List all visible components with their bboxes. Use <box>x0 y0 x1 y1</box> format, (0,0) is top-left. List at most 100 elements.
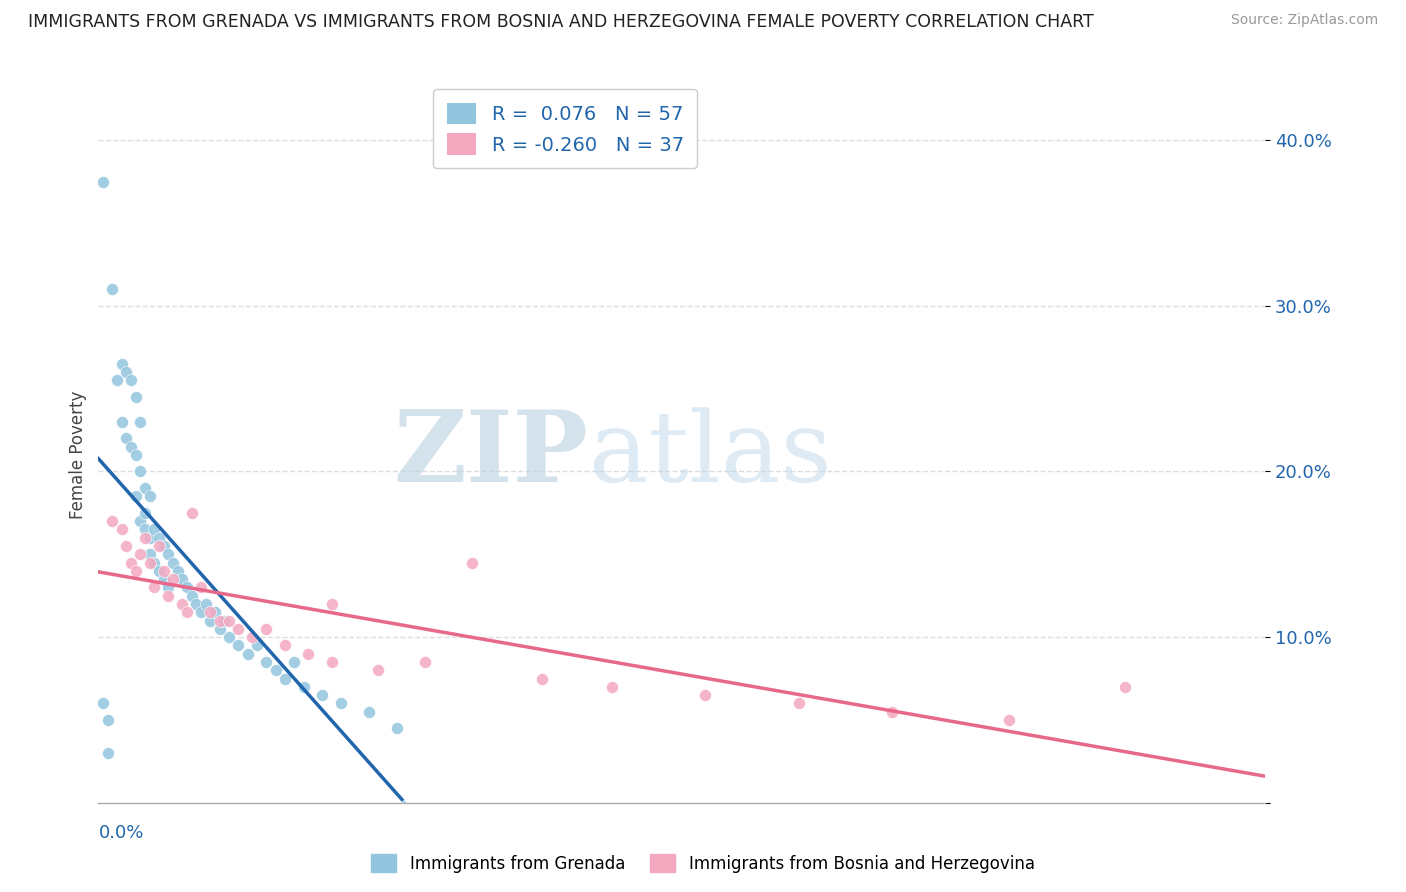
Point <box>129 465 152 479</box>
Point <box>218 614 240 628</box>
Point <box>166 564 188 578</box>
Point <box>204 605 226 619</box>
Point <box>208 622 231 636</box>
Point <box>359 705 381 719</box>
Point <box>139 547 162 561</box>
Point <box>214 614 236 628</box>
Point <box>180 506 202 520</box>
Point <box>139 531 162 545</box>
Point <box>115 365 138 379</box>
Point <box>186 597 208 611</box>
Point <box>385 721 408 735</box>
Point <box>134 481 156 495</box>
Point <box>129 547 152 561</box>
Point <box>157 581 180 595</box>
Point <box>880 705 903 719</box>
Point <box>330 697 353 711</box>
Point <box>461 556 484 570</box>
Point <box>367 663 389 677</box>
Point <box>283 655 305 669</box>
Point <box>200 605 222 619</box>
Point <box>111 415 134 429</box>
Point <box>91 175 114 189</box>
Point <box>139 556 162 570</box>
Point <box>695 688 717 702</box>
Point <box>97 746 120 760</box>
Point <box>321 655 343 669</box>
Point <box>152 572 174 586</box>
Point <box>134 531 156 545</box>
Point <box>190 581 212 595</box>
Point <box>91 697 114 711</box>
Point <box>190 605 212 619</box>
Point <box>115 431 138 445</box>
Point <box>101 282 124 296</box>
Point <box>297 647 319 661</box>
Text: atlas: atlas <box>589 407 831 503</box>
Point <box>413 655 436 669</box>
Point <box>200 614 222 628</box>
Point <box>218 630 240 644</box>
Point <box>236 647 259 661</box>
Point <box>157 589 180 603</box>
Point <box>180 589 202 603</box>
Legend: Immigrants from Grenada, Immigrants from Bosnia and Herzegovina: Immigrants from Grenada, Immigrants from… <box>364 847 1042 880</box>
Point <box>148 539 170 553</box>
Point <box>129 514 152 528</box>
Point <box>143 581 166 595</box>
Text: ZIP: ZIP <box>394 407 589 503</box>
Point <box>148 531 170 545</box>
Point <box>111 523 134 537</box>
Point <box>787 697 810 711</box>
Point <box>148 564 170 578</box>
Point <box>274 639 297 653</box>
Point <box>172 597 194 611</box>
Point <box>143 556 166 570</box>
Point <box>125 564 148 578</box>
Point <box>101 514 124 528</box>
Point <box>125 489 148 503</box>
Point <box>134 523 156 537</box>
Point <box>162 572 184 586</box>
Point <box>115 539 138 553</box>
Point <box>1114 680 1136 694</box>
Point <box>143 523 166 537</box>
Point <box>120 373 142 387</box>
Point <box>152 539 174 553</box>
Point <box>120 556 142 570</box>
Point <box>152 564 174 578</box>
Point <box>125 448 148 462</box>
Point <box>600 680 623 694</box>
Point <box>120 440 142 454</box>
Point <box>256 655 278 669</box>
Point <box>228 639 250 653</box>
Point <box>157 547 180 561</box>
Y-axis label: Female Poverty: Female Poverty <box>69 391 87 519</box>
Text: IMMIGRANTS FROM GRENADA VS IMMIGRANTS FROM BOSNIA AND HERZEGOVINA FEMALE POVERTY: IMMIGRANTS FROM GRENADA VS IMMIGRANTS FR… <box>28 13 1094 31</box>
Point <box>321 597 343 611</box>
Point <box>208 614 231 628</box>
Point <box>129 415 152 429</box>
Point <box>105 373 128 387</box>
Text: Source: ZipAtlas.com: Source: ZipAtlas.com <box>1230 13 1378 28</box>
Point <box>176 605 198 619</box>
Point <box>125 390 148 404</box>
Point <box>97 713 120 727</box>
Point <box>274 672 297 686</box>
Point <box>134 506 156 520</box>
Point <box>264 663 287 677</box>
Point <box>292 680 315 694</box>
Point <box>242 630 264 644</box>
Text: 0.0%: 0.0% <box>98 823 143 842</box>
Point <box>256 622 278 636</box>
Point <box>194 597 217 611</box>
Point <box>311 688 333 702</box>
Point <box>997 713 1019 727</box>
Point <box>162 556 184 570</box>
Point <box>246 639 269 653</box>
Point <box>176 581 198 595</box>
Legend: R =  0.076   N = 57, R = -0.260   N = 37: R = 0.076 N = 57, R = -0.260 N = 37 <box>433 89 697 169</box>
Point <box>530 672 553 686</box>
Point <box>172 572 194 586</box>
Point <box>139 489 162 503</box>
